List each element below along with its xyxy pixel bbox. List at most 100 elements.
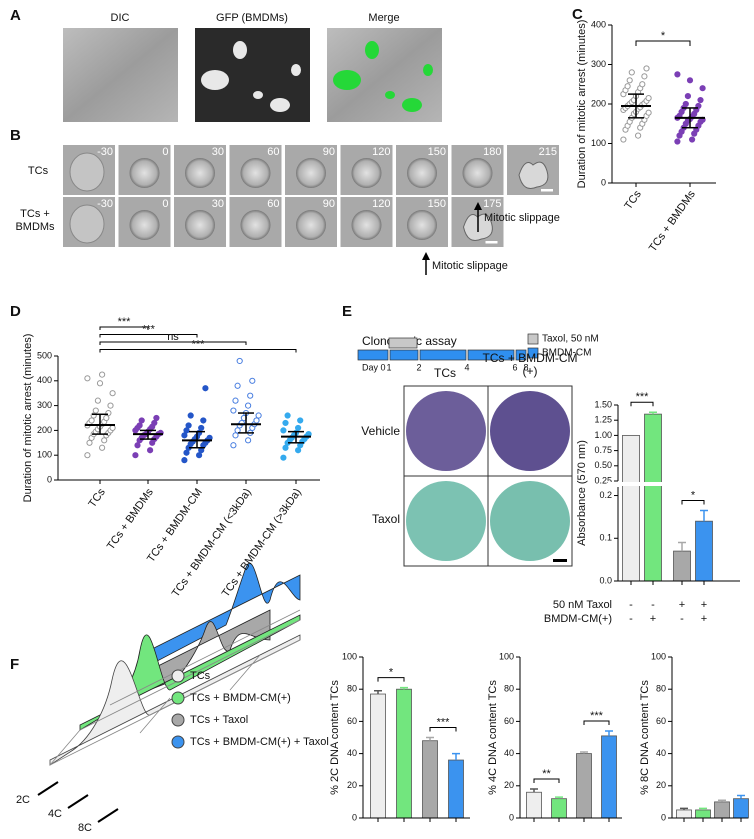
axis-break (608, 482, 740, 486)
y-tick-label: 0.25 (594, 475, 612, 485)
time-label: 0 (162, 198, 168, 210)
day-label: 2 (416, 362, 421, 372)
y-tick-label: 60 (347, 716, 357, 726)
y-tick-label: 300 (591, 59, 606, 69)
x-tick-label: TCs (622, 188, 644, 212)
y-tick-label: 60 (656, 716, 666, 726)
panel-label: B (10, 127, 21, 144)
legend-label: TCs + BMDM-CM(+) + Taxol (190, 736, 329, 748)
y-tick-label: 0.1 (599, 533, 612, 543)
bar (676, 809, 692, 819)
taxol-box (388, 337, 418, 349)
gfp-cells (201, 41, 301, 112)
peak-label: 4C (48, 808, 62, 820)
plate (490, 481, 570, 561)
significance-bracket (99, 349, 297, 353)
error-bar (699, 807, 707, 810)
data-point (94, 397, 102, 404)
bar (601, 735, 617, 819)
cell (407, 158, 437, 188)
y-tick-label: 0 (661, 812, 666, 822)
cell (185, 158, 215, 188)
y-tick-label: 400 (591, 19, 606, 29)
y-tick-label: 20 (504, 780, 514, 790)
data-point (181, 432, 188, 439)
y-tick-label: 0 (352, 812, 357, 822)
significance-bracket (99, 341, 247, 345)
bar (673, 550, 691, 582)
data-point (699, 85, 706, 92)
scale-bar (485, 241, 498, 244)
data-point (232, 397, 239, 404)
data-point (641, 73, 648, 80)
annotation: Mitotic slippage (432, 260, 508, 272)
significance-label: * (691, 489, 696, 501)
condition-label: BMDM-CM(+) (544, 613, 612, 625)
time-label: 0 (162, 146, 168, 158)
y-tick-label: 40 (347, 748, 357, 758)
panel-label: D (10, 303, 21, 320)
legend-swatch (171, 669, 185, 683)
data-point (635, 132, 642, 139)
time-label: 90 (323, 146, 335, 158)
data-point (84, 375, 91, 382)
error-bar (737, 794, 745, 799)
condition-mark: - (629, 613, 633, 625)
data-point (96, 380, 104, 387)
y-tick-label: 0.50 (594, 460, 612, 470)
data-point (689, 136, 696, 143)
y-tick-label: 300 (37, 400, 52, 410)
data-point (103, 414, 110, 422)
day-label: 6 (512, 362, 517, 372)
condition-mark: - (680, 613, 684, 625)
time-label: -30 (97, 198, 113, 210)
data-point (101, 437, 108, 444)
significance-bracket (429, 727, 457, 732)
data-point (297, 417, 304, 424)
significance-bracket (630, 401, 654, 407)
data-point (280, 427, 287, 434)
y-tick-label: 100 (342, 651, 357, 661)
data-point (684, 93, 692, 100)
data-point (234, 427, 241, 434)
time-label: 120 (372, 146, 390, 158)
cell (351, 210, 382, 240)
data-point (624, 83, 631, 90)
y-tick-label: 0 (47, 474, 52, 484)
x-tick-label: TCs (86, 486, 108, 510)
data-point (230, 442, 237, 449)
significance-bracket (377, 677, 405, 682)
time-lapse: -30 0 30 60 90 120 150 180 215 -30 0 30 60 90 120 150 17… (63, 145, 559, 247)
data-point (697, 96, 704, 104)
y-axis-label: Duration of mitotic arrest (minutes) (22, 334, 34, 503)
bar (370, 693, 386, 819)
data-point (198, 424, 205, 432)
y-tick-label: 0.75 (594, 445, 612, 455)
cell (240, 210, 271, 240)
legend-label: TCs (190, 670, 211, 682)
bar (396, 688, 412, 819)
condition-mark: + (701, 599, 707, 611)
legend-swatch (527, 333, 539, 345)
error-bar (700, 509, 708, 522)
data-point (245, 402, 252, 409)
row-label: TCs (28, 165, 49, 177)
condition-mark: - (629, 599, 633, 611)
data-point (253, 417, 260, 424)
y-tick-label: 1.50 (594, 399, 612, 409)
bar (526, 791, 542, 819)
data-point (138, 417, 145, 424)
cell (69, 204, 105, 244)
bar (714, 801, 730, 819)
panel-label: A (10, 7, 21, 24)
data-point (295, 447, 302, 454)
significance-bracket (635, 40, 691, 46)
data-point (88, 417, 95, 424)
row-label: Vehicle (361, 424, 400, 438)
x-tick-label: TCs + BMDMs (647, 188, 698, 254)
error-bar (426, 736, 434, 741)
time-label: 180 (483, 146, 501, 158)
panel-label: C (572, 6, 583, 23)
significance-label: * (389, 666, 394, 678)
